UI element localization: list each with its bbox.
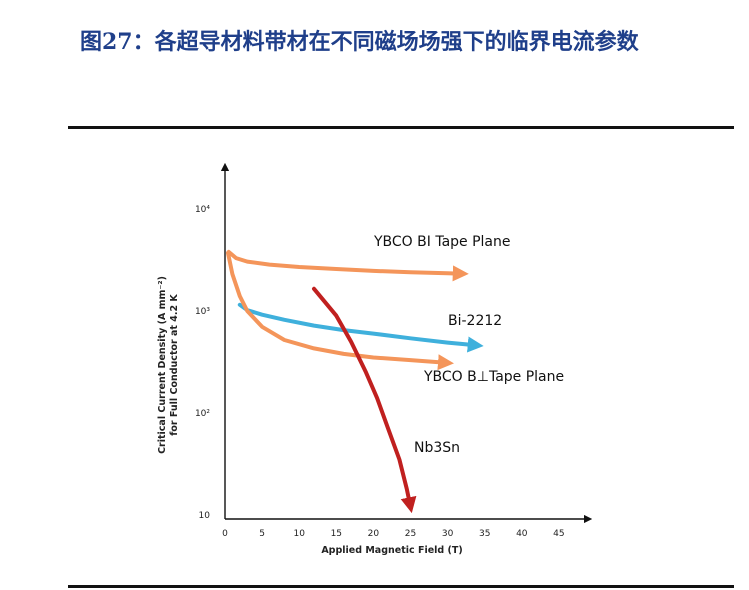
y-tick-label: 10² xyxy=(195,409,210,419)
x-axis-title: Applied Magnetic Field (T) xyxy=(321,545,462,556)
series-label: Nb3Sn xyxy=(414,440,460,456)
y-axis-title-line1: Critical Current Density (A mm⁻²) xyxy=(157,276,168,454)
series-layer xyxy=(226,249,484,514)
y-tick-label: 10 xyxy=(199,511,211,521)
x-tick-label: 25 xyxy=(405,529,416,539)
y-tick-label: 10³ xyxy=(195,307,210,317)
x-tick-label: 15 xyxy=(331,529,342,539)
x-tick-label: 0 xyxy=(222,529,228,539)
series-line xyxy=(312,286,417,514)
x-tick-label: 5 xyxy=(259,529,265,539)
series-line xyxy=(237,302,484,353)
x-tick-label: 20 xyxy=(368,529,380,539)
x-tick-label: 10 xyxy=(293,529,305,539)
x-tick-label: 35 xyxy=(479,529,490,539)
x-tick-label: 40 xyxy=(516,529,528,539)
series-labels: YBCO BI Tape Plane Bi-2212 YBCO B⊥Tape Pla… xyxy=(373,234,564,456)
x-tick-label: 45 xyxy=(553,529,564,539)
bottom-rule xyxy=(68,585,734,588)
series-label: YBCO BI Tape Plane xyxy=(373,234,511,250)
figure-title: 图27：各超导材料带材在不同磁场场强下的临界电流参数 xyxy=(80,29,639,55)
y-tick-label: 10⁴ xyxy=(195,205,210,215)
y-tick-labels: 10 10² 10³ 10⁴ xyxy=(195,205,210,521)
series-label: Bi-2212 xyxy=(448,313,502,329)
x-tick-label: 30 xyxy=(442,529,454,539)
series-label: YBCO B⊥Tape Plane xyxy=(423,369,564,385)
y-axis-title-line2: for Full Conductor at 4.2 K xyxy=(169,294,180,436)
series-line xyxy=(226,251,454,371)
series-line xyxy=(226,249,469,282)
x-tick-labels: 0 5 10 15 20 25 30 35 40 45 xyxy=(222,529,564,539)
top-rule xyxy=(68,126,734,129)
